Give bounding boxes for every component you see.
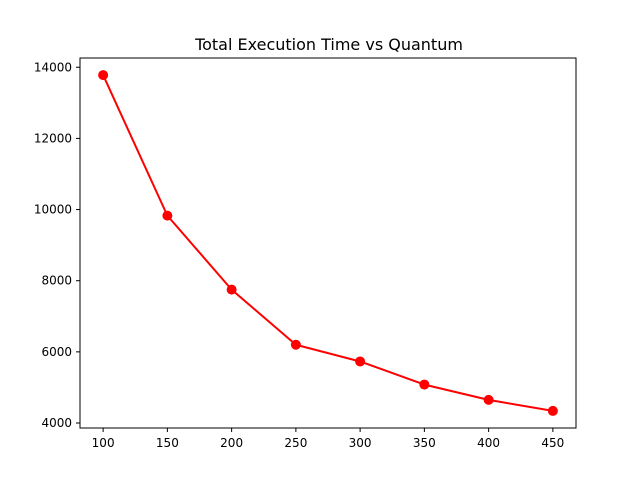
x-tick-label: 450 <box>541 436 564 450</box>
data-point <box>98 70 109 81</box>
y-tick-label: 10000 <box>34 203 72 217</box>
y-tick-label: 8000 <box>41 274 72 288</box>
x-tick-label: 100 <box>92 436 115 450</box>
axes-frame <box>79 57 577 429</box>
data-point <box>355 356 366 367</box>
x-tick-label: 150 <box>156 436 179 450</box>
y-tick-label: 14000 <box>34 60 72 74</box>
y-tick-label: 6000 <box>41 345 72 359</box>
data-point <box>290 339 301 350</box>
plot-area: 100 150 200 250 300 350 400 450 4000 6000 8000 1000… <box>34 57 577 450</box>
x-tick-label: 350 <box>413 436 436 450</box>
x-tick-label: 200 <box>220 436 243 450</box>
chart-title: Total Execution Time vs Quantum <box>194 35 463 54</box>
data-point <box>547 405 558 416</box>
y-tick-label: 12000 <box>34 131 72 145</box>
x-tick-label: 300 <box>349 436 372 450</box>
x-tick-label: 250 <box>284 436 307 450</box>
data-point <box>226 284 237 295</box>
data-point <box>419 379 430 390</box>
series-line <box>102 74 554 412</box>
x-tick-label: 400 <box>477 436 500 450</box>
data-point <box>483 394 494 405</box>
data-point <box>162 210 173 221</box>
y-tick-label: 4000 <box>41 416 72 430</box>
